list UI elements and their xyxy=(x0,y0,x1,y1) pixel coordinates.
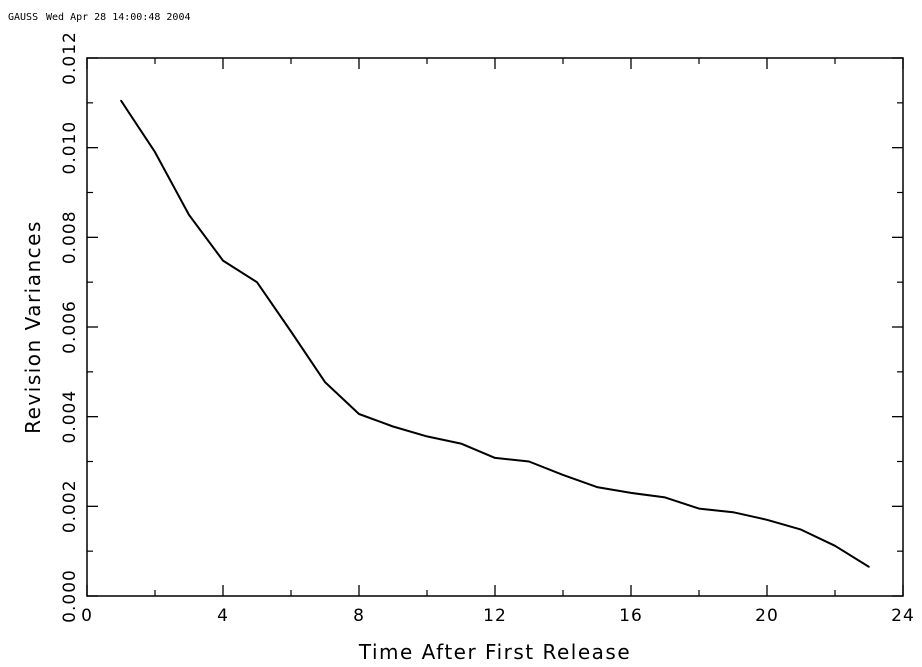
data-point xyxy=(630,492,632,494)
y-tick-label: 0.002 xyxy=(60,479,80,533)
data-point xyxy=(698,507,700,510)
data-point xyxy=(596,486,598,488)
data-point xyxy=(732,511,734,513)
minor-ticks xyxy=(87,58,903,596)
data-point xyxy=(256,281,258,283)
y-tick-label: 0.008 xyxy=(60,210,80,264)
y-tick-label: 0.006 xyxy=(60,300,80,354)
data-point xyxy=(188,214,190,216)
data-point xyxy=(290,330,292,333)
x-tick-label: 8 xyxy=(353,606,365,626)
data-point xyxy=(358,413,360,415)
y-tick-labels: 0.000 0.002 0.004 0.006 0.008 0.010 0.012 xyxy=(60,31,80,623)
x-tick-label: 12 xyxy=(483,606,507,626)
data-point xyxy=(460,442,462,445)
data-point xyxy=(528,460,530,463)
y-tick-label: 0.010 xyxy=(60,121,80,175)
data-point xyxy=(800,528,802,531)
x-axis-label: Time After First Release xyxy=(358,640,631,664)
data-point xyxy=(664,496,666,499)
x-tick-labels: 0 4 8 12 16 20 24 xyxy=(81,606,915,626)
series-points xyxy=(120,99,870,568)
data-point xyxy=(494,457,496,459)
x-tick-label: 20 xyxy=(755,606,779,626)
x-tick-label: 0 xyxy=(81,606,93,626)
series-line xyxy=(120,100,870,568)
x-tick-label: 24 xyxy=(891,606,915,626)
data-point xyxy=(324,381,326,383)
data-point xyxy=(766,518,768,521)
data-point xyxy=(834,544,836,547)
plot-timestamp: Wed Apr 28 14:00:48 2004 xyxy=(46,12,191,23)
y-axis-label: Revision Variances xyxy=(21,220,45,434)
data-point xyxy=(392,425,394,428)
data-point xyxy=(426,435,428,438)
data-point xyxy=(562,474,564,476)
y-tick-label: 0.012 xyxy=(60,31,80,85)
data-point xyxy=(222,259,224,262)
y-tick-label: 0.000 xyxy=(60,569,80,623)
data-point xyxy=(868,566,870,568)
data-point xyxy=(154,151,156,153)
major-ticks xyxy=(86,57,904,597)
program-name: GAUSS xyxy=(8,12,38,23)
x-tick-label: 16 xyxy=(619,606,643,626)
plot-area-frame xyxy=(86,57,904,597)
x-tick-label: 4 xyxy=(217,606,229,626)
y-tick-label: 0.004 xyxy=(60,390,80,444)
data-point xyxy=(120,99,122,102)
